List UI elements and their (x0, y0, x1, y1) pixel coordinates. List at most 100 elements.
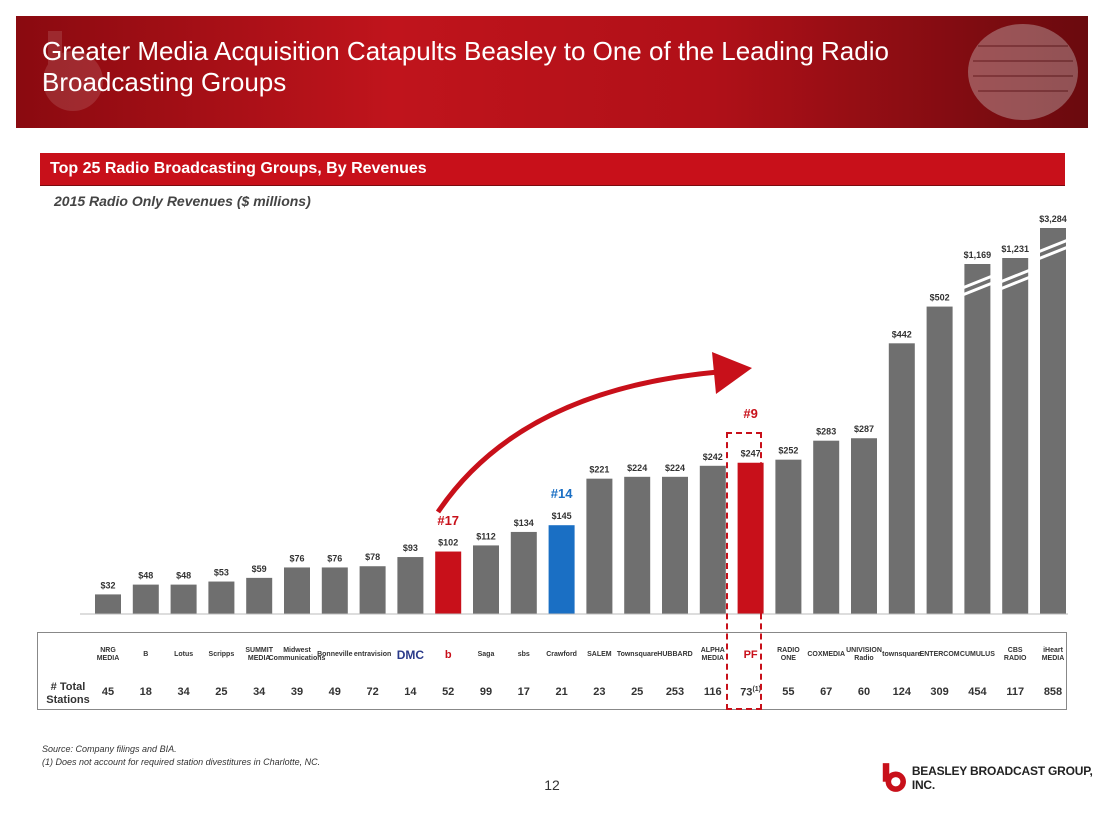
rank-label: #14 (551, 486, 573, 501)
bar-12 (548, 525, 575, 614)
chart-subtitle: 2015 Radio Only Revenues ($ millions) (54, 193, 311, 209)
station-count: 67 (820, 686, 833, 698)
bar-22 (926, 306, 953, 614)
station-count: 45 (101, 686, 115, 698)
bar-value-label: $134 (514, 518, 534, 528)
station-count: 858 (1043, 686, 1063, 698)
station-count: 253 (665, 686, 685, 698)
beasley-logo-icon (882, 763, 906, 792)
bar-value-label: $48 (138, 571, 153, 581)
company-logo-cell: CBS RADIO (1003, 647, 1027, 662)
footnote-1: (1) Does not account for required statio… (42, 757, 321, 767)
company-logo-cell: SALEM (587, 651, 612, 658)
company-logo-cell: SUMMIT MEDIA (245, 647, 273, 662)
company-logo-cell: CUMULUS (959, 651, 995, 658)
section-heading-text: Top 25 Radio Broadcasting Groups, By Rev… (50, 160, 427, 177)
company-logo-cell: iHeart MEDIA (1041, 647, 1065, 662)
rank-label: #17 (437, 513, 459, 528)
title-banner: Greater Media Acquisition Catapults Beas… (16, 16, 1088, 128)
station-count: 454 (968, 686, 987, 698)
bar-value-label: $78 (365, 552, 380, 562)
bar-19 (813, 440, 840, 614)
axis-break-mark (1037, 245, 1069, 261)
bar-value-label: $287 (854, 424, 874, 434)
bar-value-label: $242 (703, 452, 723, 462)
station-count: 39 (290, 686, 304, 698)
pro-forma-highlight-box (726, 432, 762, 710)
company-logo-cell: DMC (396, 648, 425, 662)
bar-23 (964, 264, 991, 614)
bar-3 (208, 581, 235, 614)
company-logo-cell: Townsquare (616, 651, 658, 658)
bar-13 (586, 478, 613, 614)
stations-row-label: # Total Stations (46, 681, 90, 706)
company-logo-cell: HUBBARD (657, 651, 693, 658)
station-count: 21 (555, 686, 568, 698)
company-logo-cell: B (143, 651, 149, 658)
bar-value-label: $3,284 (1039, 214, 1067, 224)
station-count: 34 (177, 686, 190, 698)
bar-1 (132, 584, 159, 614)
bar-value-label: $221 (589, 465, 609, 475)
bar-value-label: $502 (930, 293, 950, 303)
company-logo: BEASLEY BROADCAST GROUP, INC. (880, 760, 1104, 796)
company-logo-cell: Bonneville (317, 651, 353, 658)
bar-value-label: $93 (403, 543, 418, 553)
growth-arrow-head (712, 352, 752, 394)
company-logo-cell: townsquare (882, 651, 922, 658)
company-logo-cell: b (444, 649, 452, 661)
station-count: 60 (857, 686, 871, 698)
footnote-marker: (1) (752, 686, 761, 693)
bar-value-label: $247 (741, 449, 761, 459)
station-count: 25 (631, 686, 644, 698)
bar-7 (359, 566, 386, 614)
bar-21 (888, 343, 915, 614)
company-logo-cell: Scripps (208, 651, 235, 658)
bar-value-label: $59 (252, 564, 267, 574)
company-logo-cell: sbs (517, 651, 530, 658)
bar-value-label: $252 (778, 446, 798, 456)
station-count: 124 (892, 686, 911, 698)
bar-value-label: $102 (438, 538, 458, 548)
bar-value-label: $224 (665, 463, 685, 473)
company-logo-cell: RADIO ONE (777, 647, 800, 662)
bar-15 (662, 476, 688, 614)
company-logo-cell: COXMEDIA (807, 651, 846, 658)
company-logo-cell: Saga (477, 651, 495, 658)
company-logo-cell: Crawford (546, 651, 577, 658)
company-name: BEASLEY BROADCAST GROUP, INC. (911, 764, 1093, 792)
axis-break-mark (999, 268, 1031, 284)
bar-11 (510, 531, 537, 614)
bar-8 (397, 557, 424, 614)
station-count: 34 (253, 686, 266, 698)
bar-value-label: $32 (100, 580, 115, 590)
axis-break-mark (1037, 238, 1069, 254)
page-number: 12 (544, 777, 560, 793)
footnotes: Source: Company filings and BIA. (1) Doe… (42, 743, 320, 769)
station-count: 52 (442, 686, 455, 698)
station-count: 23 (593, 686, 606, 698)
stations-table (37, 632, 1067, 710)
axis-break-mark (961, 281, 993, 297)
bar-value-label: $53 (214, 568, 229, 578)
station-count: 55 (782, 686, 795, 698)
microphone-icon (968, 24, 1078, 120)
company-logo-cell: ENTERCOM (919, 651, 960, 658)
source-note: Source: Company filings and BIA. (42, 744, 177, 754)
bar-value-label: $112 (476, 531, 496, 541)
axis-break-mark (961, 274, 993, 290)
bar-6 (321, 567, 348, 614)
bar-20 (851, 438, 877, 614)
bar-value-label: $442 (892, 329, 912, 339)
station-count: 14 (404, 686, 417, 698)
bar-value-label: $1,169 (964, 250, 992, 260)
beasley-watermark-icon (43, 31, 103, 111)
bar-17 (737, 462, 764, 614)
bar-5 (284, 567, 310, 614)
company-logo-cell: PF (743, 649, 758, 661)
station-count: 49 (328, 686, 341, 698)
bar-9 (435, 551, 462, 614)
bar-value-label: $76 (289, 553, 304, 563)
bar-value-label: $1,231 (1001, 244, 1029, 254)
company-logo-cell: ALPHA MEDIA (700, 647, 725, 662)
